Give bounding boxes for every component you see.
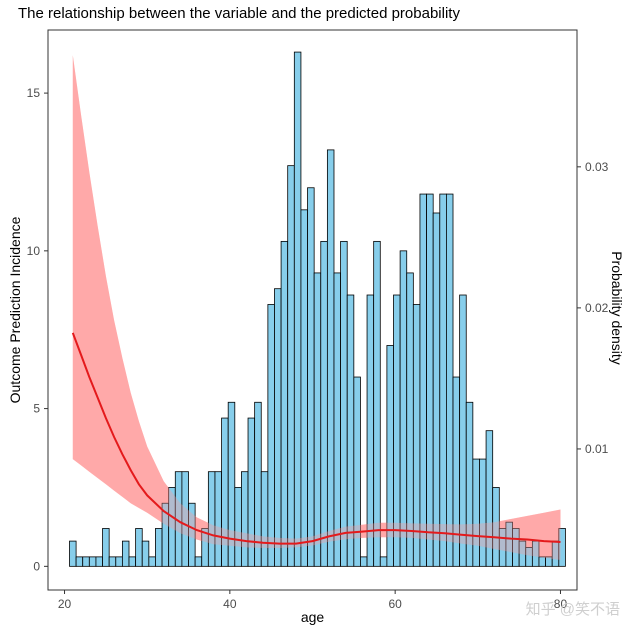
histogram-bar xyxy=(538,556,546,567)
histogram-bar xyxy=(353,376,361,567)
y2-tick-label: 0.01 xyxy=(585,442,609,456)
histogram-bars xyxy=(69,51,566,567)
histogram-bar xyxy=(108,556,117,567)
histogram-bar xyxy=(379,556,388,567)
histogram-bar xyxy=(188,502,196,567)
histogram-bar xyxy=(234,487,242,567)
histogram-bar xyxy=(260,471,269,567)
histogram-bar xyxy=(214,471,222,567)
histogram-bar xyxy=(128,556,137,567)
histogram-bar xyxy=(194,556,203,567)
histogram-bar xyxy=(207,471,216,567)
histogram-bar xyxy=(75,556,84,567)
predicted-line xyxy=(71,332,561,545)
x-tick-label: 40 xyxy=(223,597,237,611)
histogram-bar xyxy=(399,250,408,567)
y-tick-label: 5 xyxy=(33,402,40,416)
histogram-bar xyxy=(373,240,381,567)
histogram-bar xyxy=(121,540,130,567)
histogram-bar xyxy=(439,193,447,567)
plot-panel-border xyxy=(47,29,578,591)
histogram-bar xyxy=(360,556,368,567)
histogram-bar xyxy=(267,304,275,567)
histogram-bar xyxy=(445,193,454,567)
x-axis: 20 40 60 80 xyxy=(58,590,568,611)
histogram-bar xyxy=(472,458,480,567)
y2-axis-title: Probability density xyxy=(609,251,625,365)
watermark-text: 知乎 @笑不语 xyxy=(525,601,620,618)
histogram-bar xyxy=(95,556,103,567)
histogram-bar xyxy=(479,458,487,567)
histogram-bar xyxy=(346,294,355,567)
y-axis-right: 0.01 0.02 0.03 xyxy=(577,160,609,456)
histogram-bar xyxy=(313,272,322,567)
histogram-bar xyxy=(558,528,566,567)
line-layer xyxy=(71,55,561,560)
histogram-bar xyxy=(88,556,97,567)
histogram-bar xyxy=(426,193,434,567)
y2-tick-label: 0.03 xyxy=(585,160,609,174)
histogram-bar xyxy=(82,556,90,567)
histogram-bar xyxy=(241,471,249,567)
histogram-bar xyxy=(227,401,236,567)
histogram-bar xyxy=(492,487,500,567)
y2-tick-label: 0.02 xyxy=(585,301,609,315)
histogram-bar xyxy=(419,193,427,567)
histogram-bar xyxy=(69,540,77,567)
histogram-bar xyxy=(340,240,348,567)
x-tick-label: 80 xyxy=(554,597,568,611)
histogram-bar xyxy=(115,556,123,567)
histogram-bar xyxy=(280,240,289,567)
y-tick-label: 10 xyxy=(27,244,41,258)
histogram-bar xyxy=(274,288,282,567)
x-tick-label: 60 xyxy=(388,597,402,611)
histogram-bar xyxy=(333,272,341,567)
histogram-bar xyxy=(307,187,315,567)
y-axis-title: Outcome Prediction Incidence xyxy=(7,216,23,403)
histogram-bar xyxy=(320,240,328,567)
histogram-bar xyxy=(102,528,110,567)
y-tick-label: 0 xyxy=(33,559,40,573)
y-tick-label: 15 xyxy=(27,86,41,100)
histogram-bar xyxy=(293,51,302,567)
histogram-bar xyxy=(326,149,335,567)
histogram-bar xyxy=(135,528,143,567)
y-axis-left: 0 5 10 15 xyxy=(27,86,48,573)
histogram-bar xyxy=(287,165,295,567)
histogram-bar xyxy=(300,209,308,567)
histogram-bar xyxy=(432,212,441,567)
histogram-bar xyxy=(406,272,414,567)
chart-title: The relationship between the variable an… xyxy=(18,5,460,22)
histogram-bar xyxy=(155,528,163,567)
x-axis-title: age xyxy=(301,609,325,625)
histogram-bar xyxy=(141,540,150,567)
x-tick-label: 20 xyxy=(58,597,72,611)
histogram-bar xyxy=(148,556,156,567)
